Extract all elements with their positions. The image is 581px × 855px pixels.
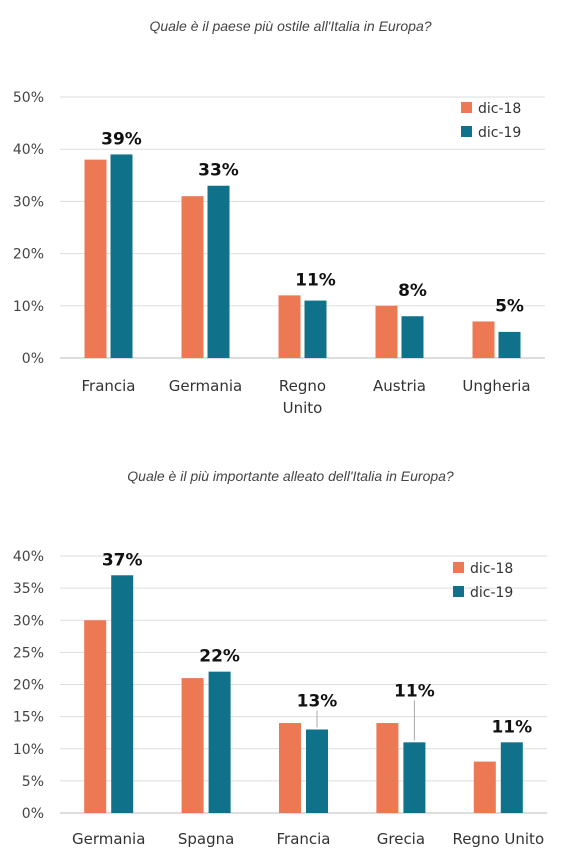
chart1-data-label: 33% (198, 161, 239, 181)
chart1-category-label: Francia (81, 377, 135, 395)
chart1-data-label: 11% (295, 270, 336, 290)
chart1-svg: 0% 10% 20% 30% 40% 50% 39% Francia 33% Germania 11… (13, 90, 545, 417)
chart2-title: Quale è il più importante alleato dell'I… (127, 468, 454, 484)
chart1-ytick-label: 20% (13, 247, 44, 263)
chart2-data-label: 13% (297, 691, 338, 711)
chart2-legend-swatch (453, 586, 464, 597)
chart1-ytick-label: 50% (13, 90, 44, 106)
chart1-legend-label: dic-19 (478, 125, 521, 141)
chart1-legend-swatch (461, 126, 472, 137)
chart2-bar-dic18 (181, 678, 204, 813)
chart1-bar-dic19 (110, 154, 133, 358)
chart1-bar-dic19 (498, 331, 521, 358)
chart2-bar-dic19 (208, 671, 231, 813)
chart2-data-label: 11% (491, 717, 532, 737)
chart2-data-label: 11% (394, 681, 435, 701)
chart2-ytick-label: 35% (13, 581, 44, 597)
chart2-legend-label: dic-19 (470, 585, 513, 601)
chart2-ytick-label: 20% (13, 678, 44, 694)
chart1-bar-dic19 (304, 300, 327, 358)
chart2-ytick-label: 30% (13, 613, 44, 629)
chart1-bar-dic19 (401, 316, 424, 358)
chart1-category-label: Regno (279, 377, 326, 395)
chart1-data-label: 5% (495, 296, 524, 316)
chart2-ytick-label: 5% (22, 774, 44, 790)
chart2-category-label: Francia (276, 830, 330, 848)
chart2-data-label: 22% (199, 647, 240, 667)
chart1-category-label: Unito (283, 399, 323, 417)
chart2-bar-dic18 (84, 620, 107, 813)
chart2-category-label: Germania (72, 830, 145, 848)
chart1-ytick-label: 10% (13, 299, 44, 315)
chart2-ytick-label: 40% (13, 549, 44, 565)
chart2-category-label: Spagna (178, 830, 234, 848)
chart2-bar-dic19 (306, 729, 328, 813)
chart1-title: Quale è il paese più ostile all'Italia i… (149, 18, 432, 34)
chart2-category-label: Regno Unito (452, 830, 544, 848)
chart2-bar-dic19 (111, 575, 134, 813)
chart2-ytick-label: 25% (13, 645, 44, 661)
chart2-ytick-label: 10% (13, 742, 44, 758)
chart1-ytick-label: 0% (22, 351, 44, 367)
chart1-bar-dic18 (181, 196, 204, 358)
chart1-category-label: Austria (373, 377, 426, 395)
chart2-bar-dic19 (403, 742, 426, 813)
chart1-bar-dic18 (375, 305, 398, 358)
chart1-ytick-label: 40% (13, 142, 44, 158)
chart1-bar-dic18 (84, 159, 107, 358)
chart1-category-label: Ungheria (462, 377, 530, 395)
chart1-legend-swatch (461, 102, 472, 113)
chart2-bar-dic18 (376, 723, 399, 813)
chart1-bar-dic19 (207, 185, 230, 358)
chart2-ytick-label: 0% (22, 806, 44, 822)
chart2-bar-dic18 (473, 761, 496, 813)
chart2-legend-label: dic-18 (470, 561, 513, 577)
chart2-bar-dic18 (279, 723, 301, 813)
chart1-legend-label: dic-18 (478, 101, 521, 117)
chart2-svg: 0% 5% 10% 15% 20% 25% 30% 35% 40% 37% Germania 22% S… (13, 549, 547, 848)
chart2-category-label: Grecia (377, 830, 425, 848)
chart1-data-label: 39% (101, 129, 142, 149)
chart2-ytick-label: 15% (13, 710, 44, 726)
chart2-data-label: 37% (102, 550, 143, 570)
chart1-data-label: 8% (398, 281, 427, 301)
chart1-bar-dic18 (472, 321, 495, 358)
chart2-bar-dic19 (500, 742, 523, 813)
chart1-category-label: Germania (169, 377, 242, 395)
chart1-ytick-label: 30% (13, 194, 44, 210)
chart2-legend-swatch (453, 562, 464, 573)
chart1-bar-dic18 (278, 295, 301, 358)
